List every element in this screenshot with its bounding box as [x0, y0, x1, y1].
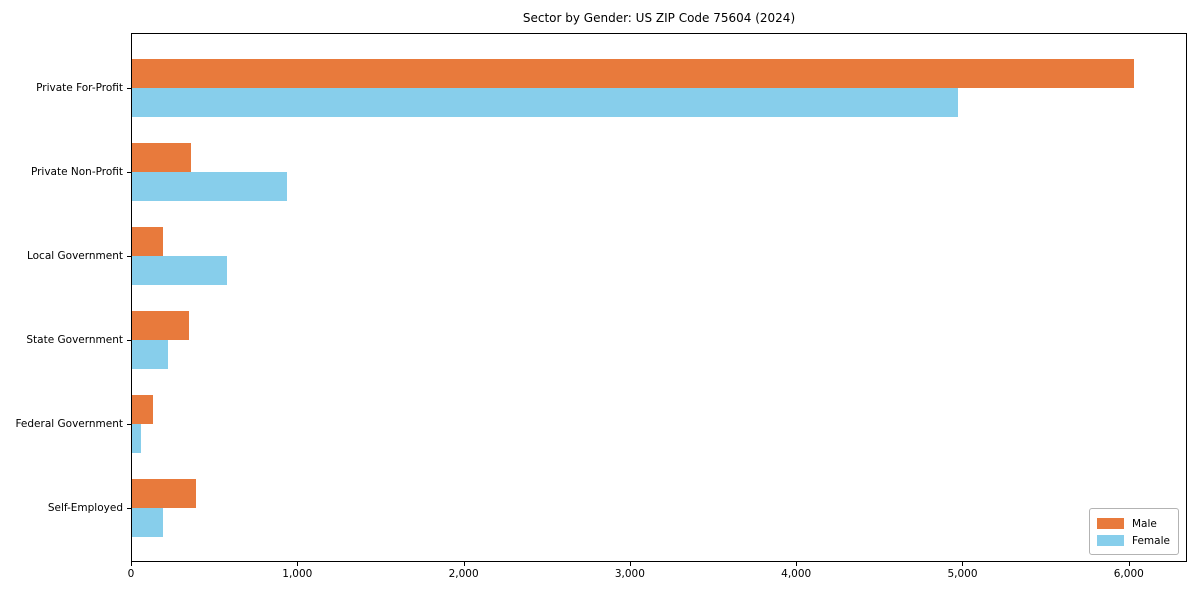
x-tick-label: 2,000 — [448, 568, 479, 580]
x-tick-mark — [1128, 562, 1130, 566]
y-tick-mark — [127, 172, 131, 173]
y-tick-mark — [127, 424, 131, 425]
y-category-label: Private For-Profit — [36, 82, 123, 94]
legend: Male Female — [1089, 508, 1179, 555]
x-tick-mark — [131, 562, 132, 566]
y-category-label: State Government — [26, 334, 123, 346]
bar-female — [132, 508, 163, 537]
legend-swatch-male — [1097, 518, 1124, 529]
y-category-label: Federal Government — [15, 418, 123, 430]
legend-label: Male — [1132, 517, 1157, 530]
x-tick-mark — [463, 562, 465, 566]
y-category-label: Local Government — [26, 250, 123, 262]
bar-female — [132, 340, 168, 369]
bar-male — [132, 143, 191, 172]
x-tick-mark — [629, 562, 631, 566]
bar-female — [132, 172, 288, 201]
x-tick-mark — [297, 562, 299, 566]
bar-male — [132, 311, 190, 340]
y-category-label: Self-Employed — [47, 502, 123, 514]
legend-label: Female — [1132, 534, 1170, 547]
y-category-label: Private Non-Profit — [30, 166, 123, 178]
bar-male — [132, 227, 163, 256]
chart-title: Sector by Gender: US ZIP Code 75604 (202… — [522, 11, 796, 25]
x-tick-label: 4,000 — [781, 568, 812, 580]
bar-male — [132, 395, 153, 424]
bar-male — [132, 59, 1134, 88]
legend-entry: Female — [1097, 532, 1171, 549]
bar-female — [132, 88, 958, 117]
y-tick-mark — [127, 256, 131, 257]
x-tick-label: 3,000 — [614, 568, 645, 580]
bar-female — [132, 256, 228, 285]
x-tick-mark — [796, 562, 798, 566]
x-tick-label: 6,000 — [1113, 568, 1144, 580]
x-tick-label: 0 — [127, 568, 135, 580]
y-tick-mark — [127, 88, 131, 89]
x-tick-label: 5,000 — [947, 568, 978, 580]
x-tick-label: 1,000 — [282, 568, 313, 580]
plot-area — [131, 33, 1187, 562]
bar-female — [132, 424, 141, 453]
legend-swatch-female — [1097, 535, 1124, 546]
x-tick-mark — [962, 562, 964, 566]
y-tick-mark — [127, 508, 131, 509]
y-tick-mark — [127, 340, 131, 341]
legend-entry: Male — [1097, 515, 1171, 532]
bar-male — [132, 479, 196, 508]
